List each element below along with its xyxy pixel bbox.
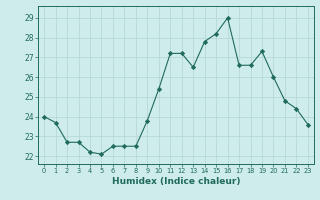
X-axis label: Humidex (Indice chaleur): Humidex (Indice chaleur) — [112, 177, 240, 186]
